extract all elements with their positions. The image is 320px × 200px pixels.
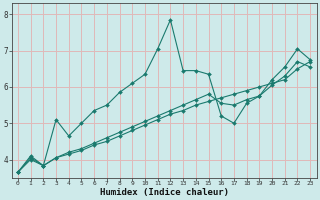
X-axis label: Humidex (Indice chaleur): Humidex (Indice chaleur): [100, 188, 228, 197]
